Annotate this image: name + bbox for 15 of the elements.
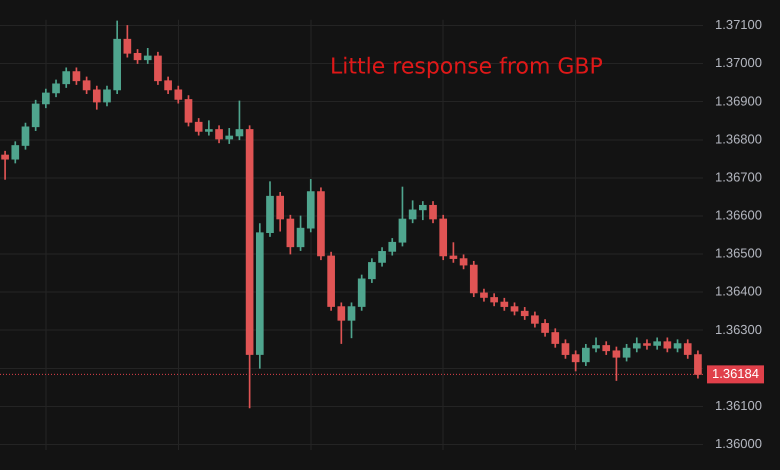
y-tick-label: 1.36900 (715, 93, 762, 108)
annotation: Little response from GBP (330, 54, 603, 80)
ref-line-label: 1.36184 (712, 366, 760, 381)
y-tick-label: 1.36400 (715, 284, 762, 299)
candlestick (236, 100, 244, 140)
y-tick-label: 1.36600 (715, 208, 762, 223)
y-tick-label: 1.37000 (715, 55, 762, 70)
y-tick-label: 1.36800 (715, 131, 762, 146)
y-tick-label: 1.37100 (715, 17, 762, 32)
candlestick (592, 338, 600, 352)
y-tick-label: 1.36300 (715, 322, 762, 337)
y-tick-label: 1.36500 (715, 246, 762, 261)
y-tick-label: 1.36700 (715, 169, 762, 184)
y-tick-label: 1.36000 (715, 436, 762, 452)
y-tick-label: 1.36100 (715, 398, 762, 413)
